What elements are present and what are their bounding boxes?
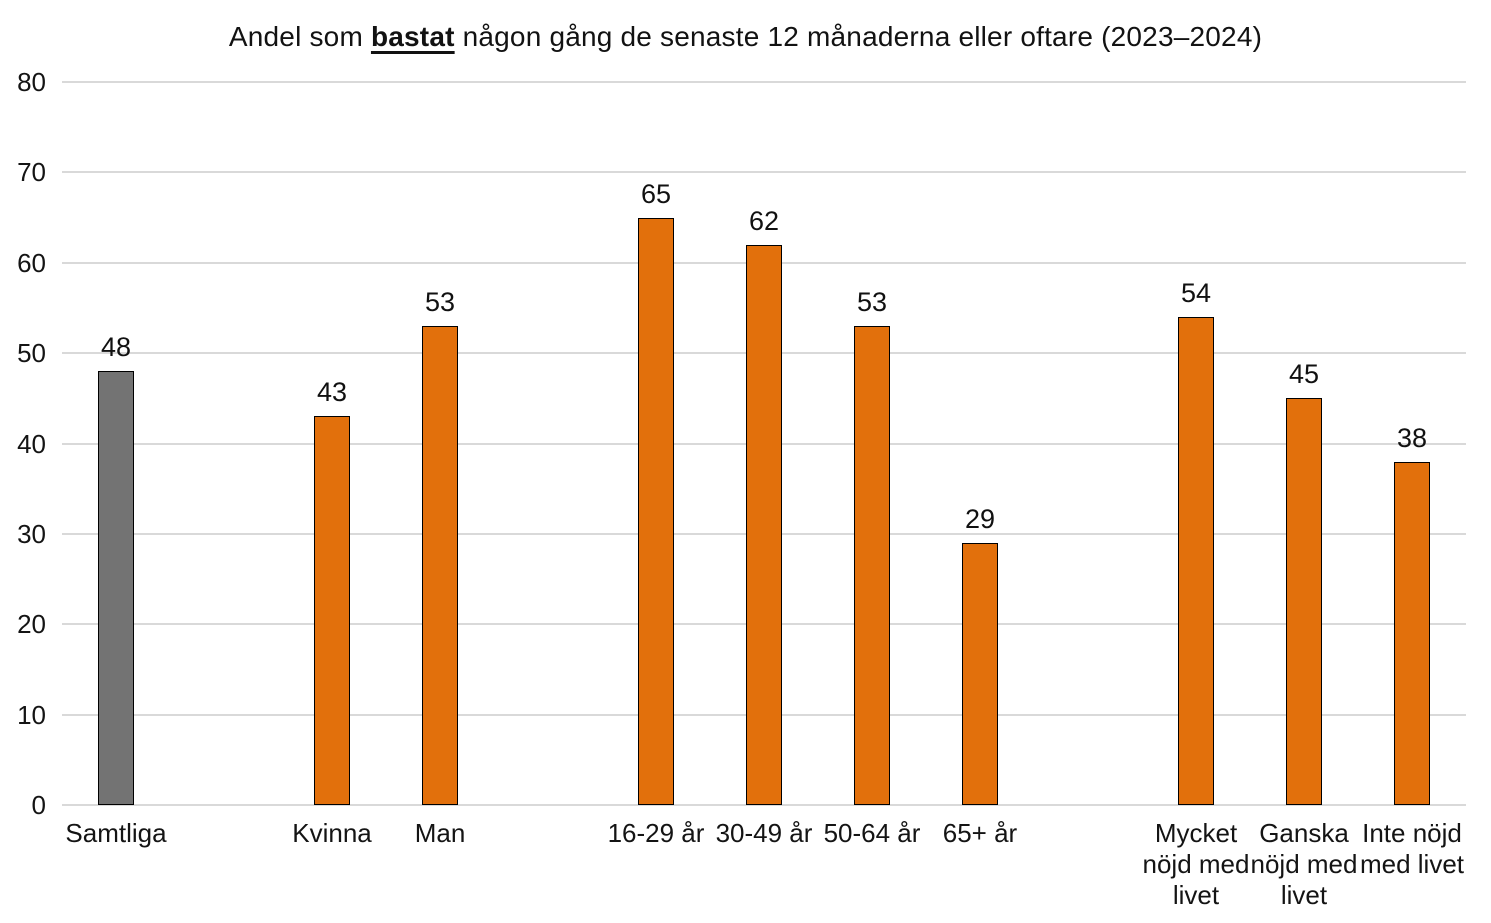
bar-65-r — [962, 542, 998, 805]
y-axis-tick-label: 40 — [17, 428, 46, 459]
x-axis-label-inte-n-jd-med-livet: Inte nöjd med livet — [1351, 818, 1473, 880]
value-label-kvinna: 43 — [316, 377, 348, 408]
gridline-80 — [62, 81, 1466, 83]
y-axis-tick-label: 20 — [17, 609, 46, 640]
value-label-50-64-r: 53 — [856, 287, 888, 317]
x-axis-label-kvinna: Kvinna — [271, 818, 393, 849]
gridline-0 — [62, 804, 1466, 806]
x-axis-label-line: 16-29 år — [607, 818, 705, 848]
y-axis-tick-label: 70 — [17, 157, 46, 188]
bar-16-29-r — [638, 217, 674, 805]
x-axis-label-mycket-n-jd-med-livet: Mycket nöjd med livet — [1135, 818, 1257, 911]
value-label-ganska-n-jd-med-livet: 45 — [1288, 359, 1320, 390]
x-axis-label-line: Ganska — [1259, 818, 1349, 848]
y-axis-tick-label: 0 — [31, 790, 46, 820]
gridline-70 — [62, 171, 1466, 174]
x-axis-label-30-49-r: 30-49 år — [703, 818, 825, 849]
value-label-inte-n-jd-med-livet: 38 — [1396, 422, 1428, 453]
x-axis-label-50-64-r: 50-64 år — [811, 818, 933, 849]
y-axis-tick-label: 30 — [17, 518, 46, 549]
y-axis-tick-label: 10 — [17, 699, 46, 730]
value-label-mycket-n-jd-med-livet: 54 — [1180, 277, 1212, 308]
x-axis-label-line: Inte nöjd — [1362, 818, 1462, 848]
x-axis-label-line: Kvinna — [292, 818, 372, 848]
x-axis-label-man: Man — [379, 818, 501, 849]
x-axis-label-line: nöjd med — [1250, 849, 1358, 879]
chart-title: Andel som bastat någon gång de senaste 1… — [0, 18, 1491, 56]
value-label-16-29-r: 65 — [640, 178, 672, 209]
x-axis-label-16-29-r: 16-29 år — [595, 818, 717, 849]
chart-title-highlight: bastat — [370, 21, 455, 52]
bar-ganska-n-jd-med-livet — [1286, 398, 1322, 805]
x-axis-label-line: 65+ år — [942, 818, 1018, 848]
x-axis-label-line: med livet — [1359, 849, 1465, 879]
value-label-30-49-r: 62 — [748, 205, 780, 236]
value-label-65-r: 29 — [964, 503, 996, 534]
x-axis-label-65-r: 65+ år — [919, 818, 1041, 849]
value-label-samtliga: 48 — [100, 332, 132, 363]
bar-inte-n-jd-med-livet — [1394, 461, 1430, 805]
bar-man — [422, 326, 458, 805]
bar-samtliga — [98, 371, 134, 805]
x-axis-label-line: nöjd med — [1142, 849, 1250, 879]
bar-50-64-r — [854, 326, 890, 805]
x-axis-label-line: livet — [1280, 880, 1328, 910]
y-axis-tick-label: 80 — [17, 67, 46, 97]
bar-30-49-r — [746, 244, 782, 805]
x-axis-label-samtliga: Samtliga — [55, 818, 177, 849]
y-axis-tick-label: 60 — [17, 247, 46, 278]
value-label-man: 53 — [424, 287, 456, 317]
chart-title-suffix: någon gång de senaste 12 månaderna eller… — [454, 21, 1263, 52]
x-axis-label-line: Mycket — [1154, 818, 1238, 848]
bar-mycket-n-jd-med-livet — [1178, 316, 1214, 805]
x-axis-label-line: 30-49 år — [715, 818, 813, 848]
x-axis-label-line: livet — [1172, 880, 1220, 910]
bar-kvinna — [314, 416, 350, 805]
x-axis-label-line: Samtliga — [65, 818, 167, 848]
y-axis-tick-label: 50 — [17, 338, 46, 369]
x-axis-label-ganska-n-jd-med-livet: Ganska nöjd med livet — [1243, 818, 1365, 911]
x-axis-label-line: 50-64 år — [823, 818, 921, 848]
x-axis-label-line: Man — [414, 818, 466, 848]
chart-title-prefix: Andel som — [228, 21, 371, 52]
